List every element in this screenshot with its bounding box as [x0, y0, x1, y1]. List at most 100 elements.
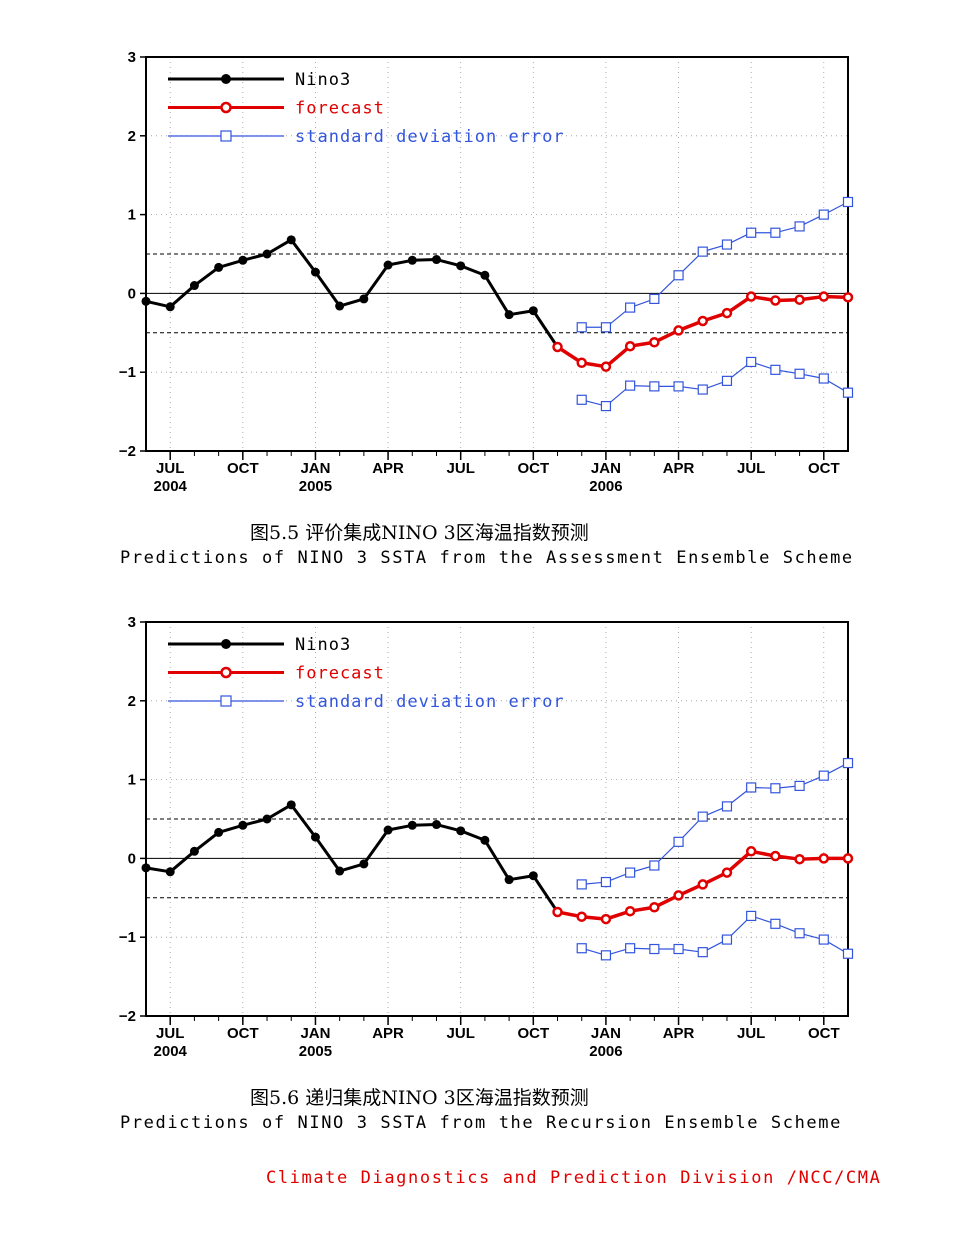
chart-2-series-0-point-15	[504, 875, 514, 885]
chart-2-x-year-label-6: 2006	[589, 1043, 622, 1060]
chart-1-series-1-point-1	[576, 357, 587, 368]
chart-1-series-3-point-5	[697, 384, 708, 395]
chart-1-x-tick-label-8: JUL	[737, 460, 765, 477]
chart-2-series-0-point-12	[431, 820, 441, 830]
chart-2-x-tick-label-6: JAN	[591, 1025, 621, 1042]
chart-1-series-3-point-4	[673, 381, 684, 392]
chart-2-series-3-point-10	[818, 934, 829, 945]
chart-1-series-1-point-11	[818, 291, 830, 302]
chart-2-series-2-point-10	[818, 770, 829, 781]
chart-2-series-3-point-8	[770, 918, 781, 929]
chart-1-series-1-point-7	[721, 307, 733, 319]
chart-1-y-tick-label-3: 1	[128, 207, 136, 224]
chart-1-series-3-point-2	[625, 380, 636, 391]
chart-1-series-2-point-11	[842, 196, 854, 208]
chart-1-series-2-point-4	[673, 270, 684, 281]
chart-2-series-0-point-1	[165, 867, 175, 877]
chart-2-x-year-label-0: 2004	[154, 1043, 188, 1060]
chart-1-x-tick-label-0: JUL	[156, 460, 184, 477]
chart-1-series-2-point-7	[746, 227, 757, 238]
chart-1-series-1-point-2	[600, 361, 612, 372]
chart-2-series-0-point-10	[383, 825, 393, 835]
chart-2-series-3-point-4	[673, 943, 684, 955]
chart-2-x-tick-label-7: APR	[663, 1025, 695, 1042]
chart-1-y-tick-label-1: −1	[119, 364, 136, 381]
chart-2-y-tick-label-2: 0	[128, 850, 136, 867]
chart-1-legend-label-1: forecast	[295, 99, 385, 119]
chart-1-series-1-point-10	[794, 294, 805, 305]
chart-2-x-tick-label-4: JUL	[447, 1025, 475, 1042]
chart-2-series-2-point-5	[697, 811, 708, 822]
chart-1-caption-chinese: 图5.5 评价集成NINO 3区海温指数预测	[250, 522, 589, 544]
chart-2-series-0-point-13	[456, 826, 466, 836]
chart-1-series-3-point-7	[746, 356, 757, 368]
chart-1-series-1-point-12	[842, 292, 854, 303]
chart-1-series-0-point-10	[383, 260, 393, 270]
chart-2-caption-chinese: 图5.6 递归集成NINO 3区海温指数预测	[250, 1087, 589, 1109]
chart-1-series-1-point-6	[697, 315, 709, 327]
chart-2-series-1-point-0	[552, 906, 563, 918]
chart-1-series-2-point-3	[649, 293, 660, 305]
chart-2-series-1-point-4	[649, 902, 660, 913]
chart-2-series-1-point-12	[842, 853, 854, 864]
chart-1-x-tick-label-1: OCT	[227, 460, 259, 477]
chart-1-series-2-point-8	[770, 227, 781, 238]
chart-2-series-1-point-11	[818, 853, 830, 864]
chart-1-x-tick-label-6: JAN	[591, 460, 621, 477]
chart-2-y-tick-label-1: −1	[119, 929, 136, 946]
chart-1-series-0-point-4	[238, 255, 248, 265]
chart-1-series-3-point-10	[818, 373, 829, 384]
chart-1-series-0-point-0	[141, 296, 151, 306]
chart-2-series-0-point-0	[141, 863, 151, 873]
chart-2-series-1-point-9	[770, 850, 781, 862]
chart-2-series-3-point-2	[625, 943, 636, 954]
chart-2-series-1-point-3	[624, 905, 636, 917]
chart-2-series-2-point-0	[576, 879, 587, 890]
chart-1-series-3-point-0	[576, 394, 587, 405]
chart-1-caption-english: Predictions of NINO 3 SSTA from the Asse…	[120, 548, 854, 568]
chart-2-series-3-point-1	[600, 950, 612, 961]
chart-2-x-tick-label-5: OCT	[517, 1025, 549, 1042]
chart-2-series-0-point-2	[189, 846, 199, 856]
chart-1-y-tick-label-5: 3	[128, 49, 136, 66]
chart-2-caption-english: Predictions of NINO 3 SSTA from the Recu…	[120, 1113, 842, 1133]
chart-2-series-1-point-10	[794, 853, 805, 865]
chart-1-legend-marker-0	[221, 74, 231, 84]
chart-2-series-0-line	[145, 803, 559, 913]
chart-1-plot-frame	[145, 56, 849, 452]
chart-2-y-tick-label-5: 3	[128, 614, 136, 631]
chart-2-series-2-point-7	[746, 782, 757, 793]
chart-2-series-0-point-16	[528, 871, 538, 881]
chart-2-legend-marker-1	[220, 666, 232, 679]
chart-2-legend-marker-0	[221, 639, 231, 649]
chart-2-legend-label-2: standard deviation error	[295, 692, 565, 712]
chart-2-x-tick-label-8: JUL	[737, 1025, 765, 1042]
chart-2-series-2-point-4	[673, 836, 684, 847]
chart-1-series-3-point-8	[770, 364, 781, 375]
chart-2-series-1-point-6	[697, 879, 709, 890]
chart-1-series-0-line	[145, 238, 559, 348]
chart-1-series-1-point-3	[624, 340, 636, 352]
chart-1-series-0-point-7	[310, 267, 320, 277]
chart-2-y-tick-label-4: 2	[128, 693, 136, 710]
chart-2-series-2-point-6	[721, 801, 733, 812]
chart-1-legend-label-0: Nino3	[295, 70, 351, 90]
chart-1-series-0-point-16	[528, 306, 538, 316]
chart-2-x-tick-label-3: APR	[372, 1025, 404, 1042]
chart-1-series-0-point-2	[189, 281, 199, 291]
chart-1-legend-marker-1	[220, 101, 232, 114]
chart-2-series-1-point-2	[600, 913, 612, 925]
chart-1-series-1-point-4	[649, 337, 660, 348]
chart-2-x-tick-label-9: OCT	[808, 1025, 840, 1042]
chart-1-series-0-point-5	[262, 249, 272, 259]
chart-1-x-tick-label-5: OCT	[517, 460, 549, 477]
chart-1-x-tick-label-4: JUL	[447, 460, 475, 477]
chart-1-series-0-point-13	[456, 261, 466, 271]
chart-2-series-3-point-11	[842, 948, 854, 959]
chart-1-x-year-label-6: 2006	[589, 478, 622, 495]
chart-1-series-3-line	[581, 361, 849, 407]
chart-1-x-year-label-2: 2005	[299, 478, 332, 495]
chart-1-series-1-point-8	[745, 291, 757, 302]
chart-2-series-0-point-8	[335, 866, 345, 876]
